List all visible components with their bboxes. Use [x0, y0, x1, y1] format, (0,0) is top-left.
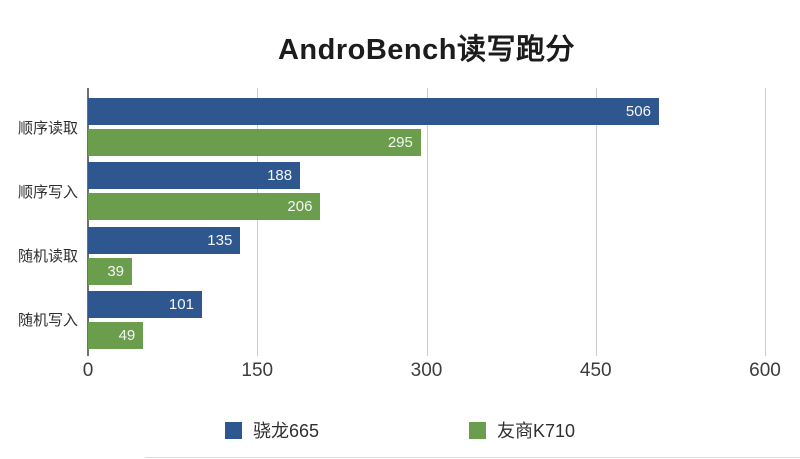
x-axis-tick-labels: 0 150 300 450 600 — [83, 360, 781, 384]
gridline-300 — [426, 88, 428, 356]
category-label-3: 随机读取 — [17, 248, 78, 266]
bar-series1-row4: 101 — [88, 290, 202, 318]
legend-item-1: 骁龙665 — [224, 417, 319, 443]
category-axis: 顺序读取顺序写入随机读取随机写入 — [0, 95, 78, 352]
category-label-1: 顺序读取 — [17, 119, 78, 137]
legend-swatch-icon — [469, 421, 486, 439]
bar-series1-row2: 188 — [88, 162, 301, 190]
legend-swatch-icon — [224, 421, 242, 439]
bottom-divider — [145, 457, 800, 458]
y-axis-line — [87, 88, 89, 356]
legend: 骁龙665 友商K710 — [0, 417, 800, 443]
x-tick-label-600: 600 — [749, 360, 781, 381]
x-tick-label-150: 150 — [241, 360, 274, 381]
bar-group-4: 101 49 — [88, 288, 765, 352]
legend-label: 友商K710 — [497, 421, 576, 441]
bar-value-label: 49 — [118, 326, 136, 344]
category-label-4: 随机写入 — [17, 312, 78, 330]
bar-value-label: 101 — [168, 295, 194, 313]
bar-series2-row4: 49 — [88, 321, 144, 349]
bar-value-label: 295 — [387, 134, 413, 152]
x-tick-label-450: 450 — [579, 360, 612, 381]
plot-area: 506 295 188 206 135 39 101 49 — [87, 88, 766, 356]
bar-value-label: 39 — [107, 262, 124, 280]
gridline-600 — [765, 88, 766, 356]
x-tick-label-300: 300 — [410, 360, 443, 381]
bar-series1-row3: 135 — [88, 226, 241, 254]
bar-value-label: 188 — [267, 167, 293, 185]
gridline-150 — [257, 88, 259, 356]
bar-series1-row1: 506 — [88, 98, 659, 126]
bar-group-3: 135 39 — [88, 224, 765, 288]
legend-item-2: 友商K710 — [469, 417, 575, 443]
bar-group-2: 188 206 — [88, 159, 765, 223]
bar-series2-row3: 39 — [88, 257, 132, 285]
chart-title: AndroBench读写跑分 — [277, 34, 575, 66]
bar-series2-row1: 295 — [88, 129, 421, 157]
bar-value-label: 135 — [207, 231, 233, 249]
bar-value-label: 506 — [625, 103, 651, 121]
category-label-2: 顺序写入 — [17, 183, 78, 201]
x-tick-label-0: 0 — [82, 360, 94, 381]
legend-label: 骁龙665 — [252, 421, 319, 441]
bar-value-label: 206 — [287, 198, 313, 216]
bar-group-1: 506 295 — [88, 95, 765, 159]
gridline-450 — [595, 88, 597, 356]
bar-series2-row2: 206 — [88, 193, 321, 221]
